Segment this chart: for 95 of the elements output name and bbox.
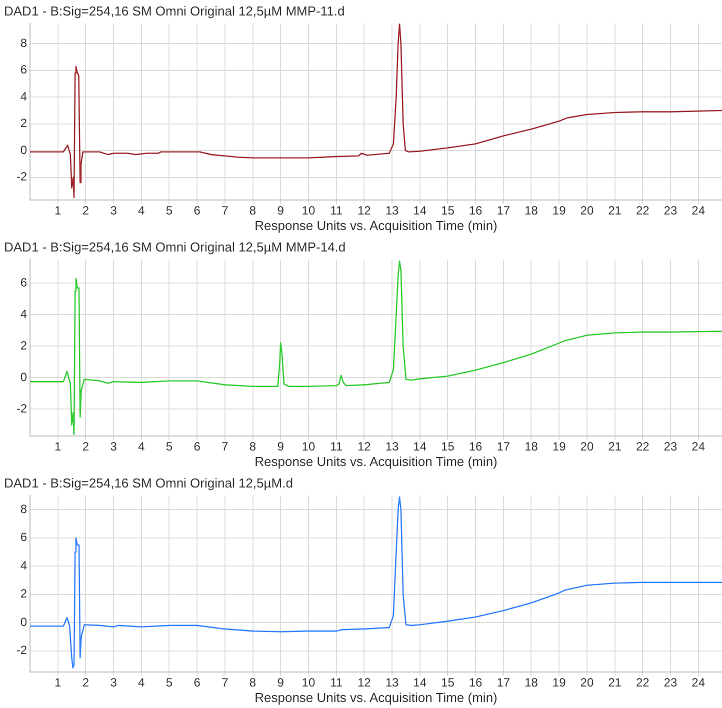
x-tick-label: 15	[441, 676, 455, 690]
x-tick-label: 9	[277, 440, 284, 454]
x-axis-title: Response Units vs. Acquisition Time (min)	[254, 218, 498, 233]
x-tick-label: 5	[166, 440, 173, 454]
x-axis-title: Response Units vs. Acquisition Time (min)	[254, 690, 498, 705]
x-tick-label: 19	[552, 204, 566, 218]
x-tick-label: 8	[249, 676, 256, 690]
x-tick-label: 22	[636, 204, 650, 218]
x-tick-label: 1	[54, 676, 62, 690]
x-tick-label: 5	[166, 676, 173, 690]
y-tick-label: 8	[20, 502, 28, 516]
y-tick-label: 0	[20, 370, 28, 384]
x-tick-label: 20	[580, 440, 594, 454]
y-tick-label: 6	[20, 62, 28, 77]
x-tick-label: 15	[441, 204, 455, 218]
x-tick-label: 16	[468, 676, 483, 690]
x-tick-label: 11	[330, 676, 343, 690]
x-tick-label: 1	[54, 440, 62, 454]
x-tick-label: 8	[249, 440, 256, 454]
x-tick-label: 19	[552, 676, 566, 690]
x-tick-label: 1	[54, 204, 62, 218]
x-tick-label: 2	[82, 676, 90, 690]
x-tick-label: 11	[330, 204, 343, 218]
x-tick-label: 3	[110, 676, 118, 690]
x-tick-label: 2	[82, 440, 90, 454]
x-tick-label: 24	[692, 440, 706, 454]
chart-title: DAD1 - B:Sig=254,16 SM Omni Original 12,5µM MMP-11.d	[4, 3, 345, 18]
y-tick-label: -2	[16, 170, 28, 184]
x-tick-label: 11	[330, 440, 343, 454]
chart-title: DAD1 - B:Sig=254,16 SM Omni Original 12,5µM MMP-14.d	[4, 239, 346, 254]
x-tick-label: 10	[302, 204, 316, 218]
x-tick-label: 4	[138, 440, 146, 454]
y-tick-label: 4	[20, 89, 28, 104]
x-tick-label: 16	[468, 440, 483, 454]
x-tick-label: 23	[664, 676, 678, 690]
x-tick-label: 3	[110, 440, 118, 454]
x-tick-label: 2	[82, 204, 90, 218]
x-tick-label: 6	[194, 676, 201, 690]
x-tick-label: 14	[413, 440, 427, 454]
y-tick-label: 2	[20, 338, 28, 353]
x-tick-label: 21	[608, 204, 622, 218]
y-tick-label: 8	[20, 36, 28, 50]
x-tick-label: 21	[608, 440, 622, 454]
x-tick-label: 22	[636, 676, 650, 690]
x-tick-label: 21	[608, 676, 622, 690]
x-tick-label: 4	[138, 676, 146, 690]
x-tick-label: 20	[580, 676, 594, 690]
x-tick-label: 4	[138, 204, 146, 218]
x-tick-label: 24	[692, 676, 706, 690]
y-tick-label: 0	[20, 614, 28, 629]
x-tick-label: 17	[496, 204, 510, 218]
x-tick-label: 20	[580, 204, 594, 218]
x-tick-label: 7	[222, 440, 229, 454]
x-tick-label: 6	[194, 440, 201, 454]
x-tick-label: 14	[413, 204, 427, 218]
x-tick-label: 12	[357, 440, 372, 454]
x-tick-label: 8	[249, 204, 256, 218]
x-tick-label: 9	[277, 204, 284, 218]
x-tick-label: 13	[385, 204, 400, 218]
x-tick-label: 13	[385, 676, 400, 690]
y-tick-label: 2	[20, 586, 28, 601]
x-tick-label: 18	[524, 676, 538, 690]
x-tick-label: 12	[357, 204, 372, 218]
x-axis-title: Response Units vs. Acquisition Time (min)	[254, 454, 498, 469]
x-tick-label: 13	[385, 440, 400, 454]
y-tick-label: 6	[20, 530, 28, 544]
x-tick-label: 10	[302, 676, 316, 690]
x-tick-label: 14	[413, 676, 427, 690]
y-tick-label: -2	[16, 643, 28, 658]
x-tick-label: 3	[110, 204, 118, 218]
chart-title: DAD1 - B:Sig=254,16 SM Omni Original 12,5µM.d	[4, 475, 293, 490]
x-tick-label: 23	[664, 204, 678, 218]
x-tick-label: 22	[636, 440, 650, 454]
x-tick-label: 5	[166, 204, 173, 218]
x-tick-label: 7	[222, 204, 229, 218]
y-tick-label: -2	[16, 402, 28, 416]
x-tick-label: 9	[277, 676, 284, 690]
x-tick-label: 23	[664, 440, 678, 454]
y-tick-label: 4	[20, 558, 28, 572]
x-tick-label: 7	[222, 676, 229, 690]
y-tick-label: 6	[20, 276, 28, 290]
x-tick-label: 17	[496, 676, 510, 690]
y-tick-label: 4	[20, 307, 28, 322]
x-tick-label: 18	[524, 440, 538, 454]
x-tick-label: 12	[357, 676, 372, 690]
x-tick-label: 6	[194, 204, 201, 218]
x-tick-label: 10	[302, 440, 316, 454]
y-tick-label: 0	[20, 142, 28, 157]
x-tick-label: 16	[468, 204, 483, 218]
x-tick-label: 17	[496, 440, 510, 454]
y-tick-label: 2	[20, 116, 28, 130]
x-tick-label: 18	[524, 204, 538, 218]
x-tick-label: 19	[552, 440, 566, 454]
x-tick-label: 24	[692, 204, 706, 218]
x-tick-label: 15	[441, 440, 455, 454]
